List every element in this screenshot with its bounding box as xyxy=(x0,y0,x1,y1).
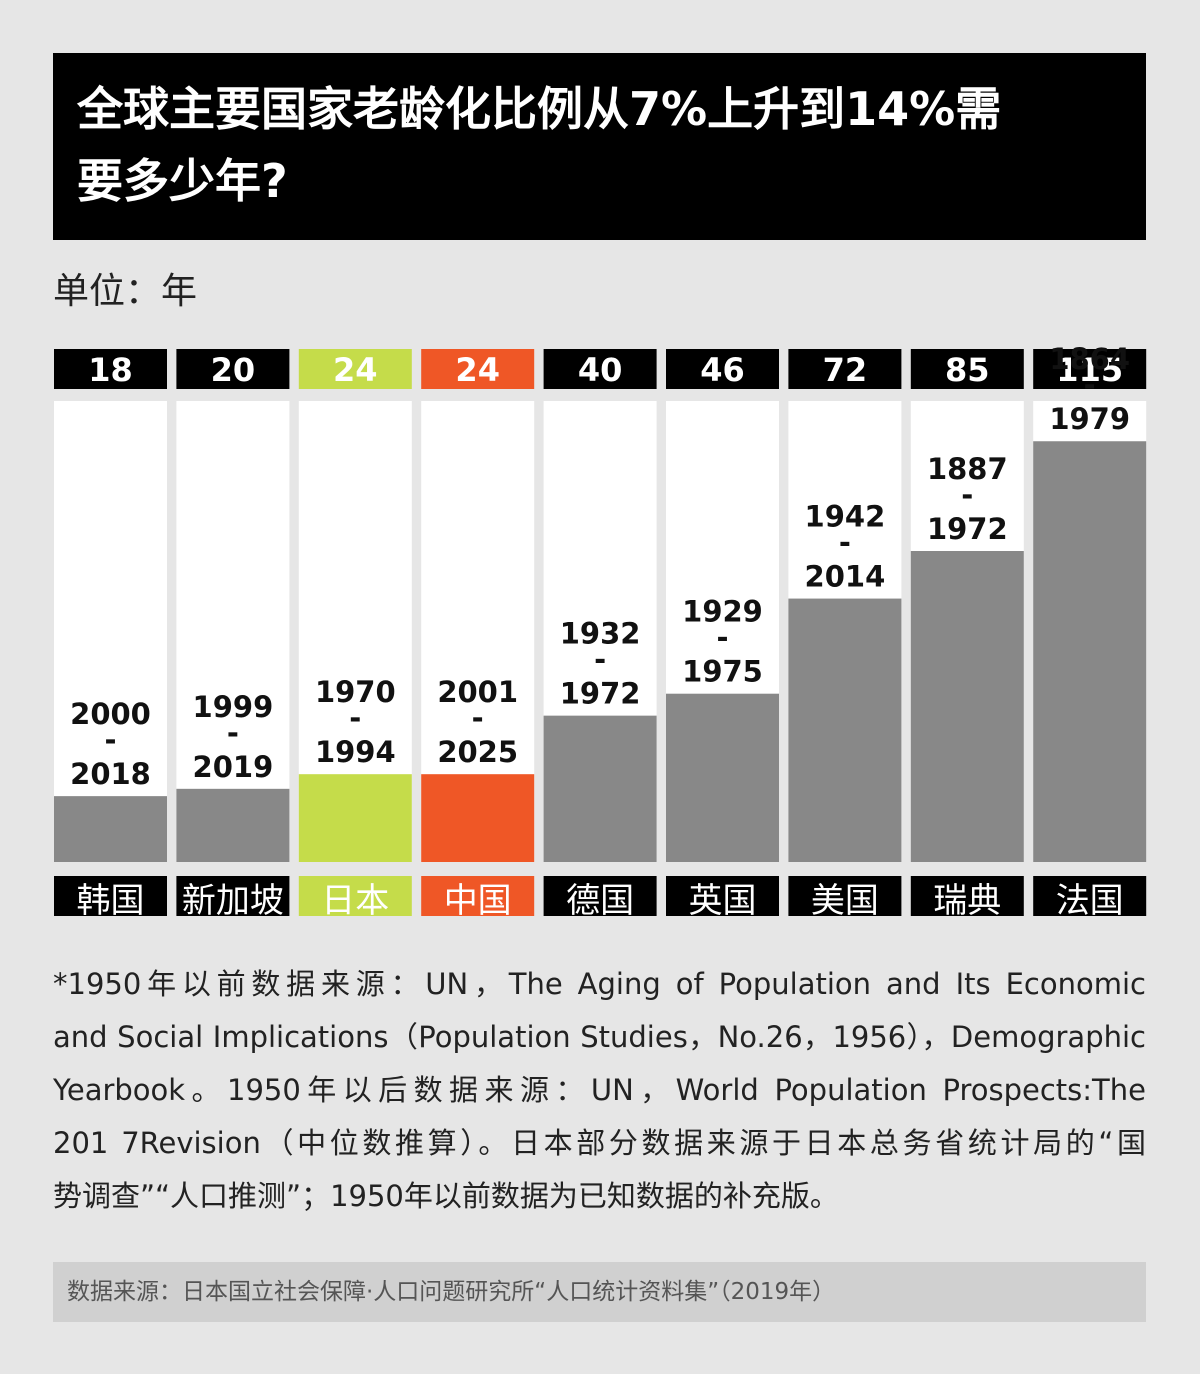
period-start-label: 1932 xyxy=(560,617,641,651)
bar xyxy=(176,788,290,862)
category-box xyxy=(910,876,1024,916)
value-header-box xyxy=(788,349,902,389)
category-label: 新加坡 xyxy=(182,881,284,921)
period-dash-label: - xyxy=(716,621,728,655)
bar-background xyxy=(176,401,290,862)
period-dash-label: - xyxy=(1084,368,1096,402)
value-label: 46 xyxy=(700,351,745,389)
period-dash-label: - xyxy=(349,701,361,735)
period-dash-label: - xyxy=(227,716,239,750)
category-label: 法国 xyxy=(1056,881,1124,921)
bar xyxy=(543,715,657,862)
title-line-1: 全球主要国家老龄化比例从7%上升到14%需 xyxy=(77,82,1002,136)
value-label: 115 xyxy=(1056,351,1123,389)
period-dash-label: - xyxy=(594,643,606,677)
bar xyxy=(910,551,1024,862)
bar-background xyxy=(54,401,167,862)
value-label: 18 xyxy=(88,351,133,389)
category-label: 英国 xyxy=(689,881,757,921)
period-end-label: 2014 xyxy=(805,560,886,594)
footnote: *1950年以前数据来源：UN，The Aging of Population … xyxy=(53,958,1146,1223)
category-box xyxy=(298,876,412,916)
period-end-label: 1972 xyxy=(927,512,1008,546)
category-label: 韩国 xyxy=(77,881,145,921)
source-bar: 数据来源：日本国立社会保障·人口问题研究所“人口统计资料集”（2019年） xyxy=(53,1262,1146,1322)
footnote-line-3: Yearbook。1950年以后数据来源：UN，World Population… xyxy=(53,1073,1146,1107)
period-start-label: 1887 xyxy=(927,452,1008,486)
value-label: 40 xyxy=(578,351,623,389)
period-end-label: 1994 xyxy=(315,735,396,769)
value-header-box xyxy=(54,349,167,389)
period-dash-label: - xyxy=(839,526,851,560)
category-label: 德国 xyxy=(566,881,634,921)
period-dash-label: - xyxy=(104,723,116,757)
value-header-box xyxy=(543,349,657,389)
value-header-box xyxy=(421,349,535,389)
category-box xyxy=(1033,876,1147,916)
footnote-line-4: 201 7Revision（中位数推算）。日本部分数据来源于日本总务省统计局的“… xyxy=(53,1126,1146,1160)
unit-label: 单位：年 xyxy=(53,271,198,312)
period-start-label: 1929 xyxy=(682,595,763,629)
period-start-label: 2001 xyxy=(437,675,518,709)
period-end-label: 1975 xyxy=(682,655,763,689)
period-end-label: 2018 xyxy=(70,757,151,791)
title-banner: 全球主要国家老龄化比例从7%上升到14%需 要多少年? xyxy=(53,53,1146,240)
bar xyxy=(788,598,902,862)
period-start-label: 1970 xyxy=(315,675,396,709)
period-end-label: 2025 xyxy=(437,735,518,769)
category-label: 日本 xyxy=(321,881,389,921)
period-start-label: 1942 xyxy=(805,500,886,534)
period-end-label: 1979 xyxy=(1049,402,1130,436)
period-dash-label: - xyxy=(472,701,484,735)
value-label: 85 xyxy=(945,351,990,389)
footnote-line-2: and Social Implications（Population Studi… xyxy=(53,1020,1146,1054)
bar xyxy=(54,796,167,862)
period-start-label: 1864 xyxy=(1049,342,1130,376)
category-box xyxy=(666,876,779,916)
category-label: 瑞典 xyxy=(933,881,1001,921)
value-label: 24 xyxy=(333,351,378,389)
bar xyxy=(421,774,535,862)
period-end-label: 1972 xyxy=(560,677,641,711)
value-label: 72 xyxy=(823,351,868,389)
category-label: 美国 xyxy=(811,881,879,921)
footnote-line-1: *1950年以前数据来源：UN，The Aging of Population … xyxy=(53,967,1146,1001)
value-header-box xyxy=(298,349,412,389)
bar xyxy=(666,693,779,862)
category-box xyxy=(421,876,535,916)
value-label: 24 xyxy=(455,351,500,389)
bar xyxy=(1033,441,1147,862)
period-dash-label: - xyxy=(961,478,973,512)
bar-chart: 182000-2018韩国201999-2019新加坡241970-1994日本… xyxy=(54,342,1147,921)
category-box xyxy=(788,876,902,916)
bar xyxy=(298,774,412,862)
category-box xyxy=(54,876,167,916)
period-start-label: 2000 xyxy=(70,697,151,731)
category-label: 中国 xyxy=(444,881,512,921)
category-box xyxy=(543,876,657,916)
value-header-box xyxy=(910,349,1024,389)
value-header-box xyxy=(176,349,290,389)
footnote-line-5: 势调查”“人口推测”；1950年以前数据为已知数据的补充版。 xyxy=(53,1179,839,1213)
period-start-label: 1999 xyxy=(193,690,274,724)
value-header-box xyxy=(666,349,779,389)
category-box xyxy=(176,876,290,916)
period-end-label: 2019 xyxy=(193,750,274,784)
title-line-2: 要多少年? xyxy=(77,154,288,208)
value-header-box xyxy=(1033,349,1147,389)
value-label: 20 xyxy=(211,351,256,389)
